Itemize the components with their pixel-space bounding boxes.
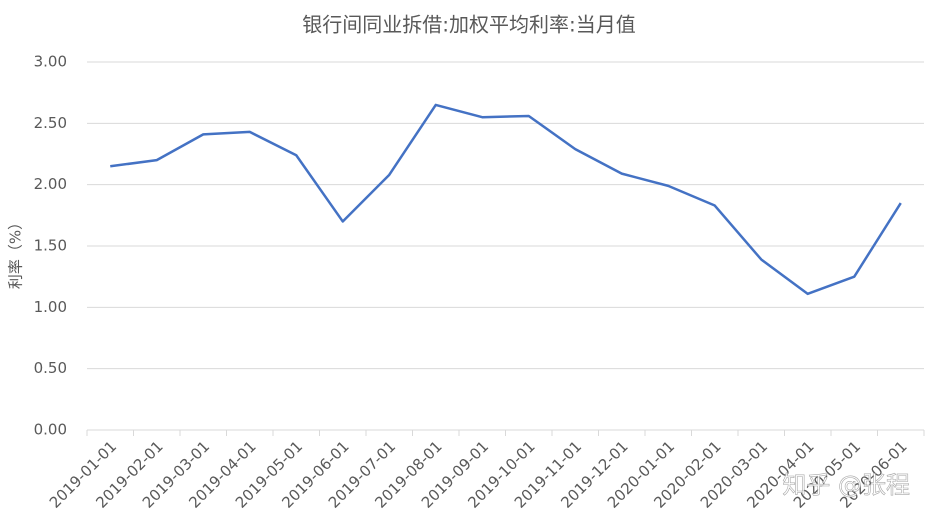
y-axis-label: 利率（%）	[7, 215, 25, 289]
chart-title: 银行间同业拆借:加权平均利率:当月值	[302, 13, 635, 37]
y-tick-label: 2.00	[34, 175, 67, 193]
y-tick-label: 0.00	[34, 421, 67, 439]
y-tick-label: 3.00	[34, 53, 67, 71]
line	[110, 103, 902, 296]
watermark: 知乎 @张程	[782, 471, 910, 499]
y-tick-label: 0.50	[34, 359, 67, 377]
y-tick-label: 1.00	[34, 298, 67, 316]
y-tick-label: 1.50	[34, 237, 67, 255]
y-tick-label: 2.50	[34, 114, 67, 132]
